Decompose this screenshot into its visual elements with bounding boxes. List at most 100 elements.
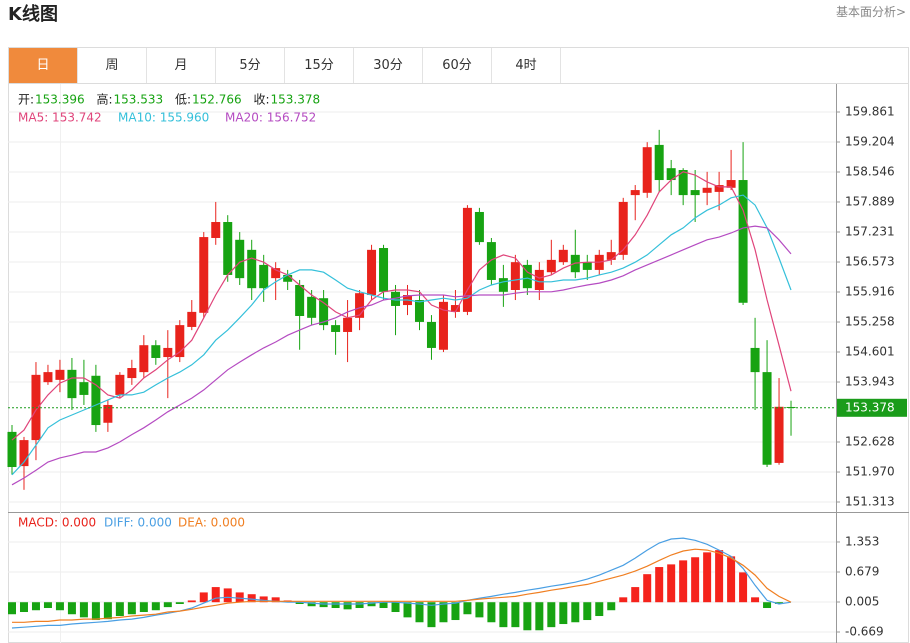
candle-body xyxy=(307,296,317,318)
candle-body xyxy=(55,369,65,380)
macd-bar xyxy=(307,602,316,607)
y-tick-label: 1.353 xyxy=(845,534,879,548)
candle-body xyxy=(7,431,17,468)
candle-body xyxy=(223,222,233,275)
macd-bar xyxy=(103,602,112,620)
candle-body xyxy=(211,222,221,238)
candle-body xyxy=(738,180,748,303)
ohlc-label: 开: xyxy=(18,93,34,107)
tab-bar: 日周月 5分 15分 30分 60分 4时 xyxy=(9,48,561,83)
macd-bar xyxy=(775,602,784,604)
candle-body xyxy=(774,406,784,463)
macd-bar xyxy=(715,550,724,603)
macd-bar xyxy=(271,597,280,603)
ma-line xyxy=(11,171,792,441)
y-tick-label: 157.231 xyxy=(845,225,895,239)
period-tab[interactable]: 周 xyxy=(78,48,147,83)
period-tab[interactable]: 日 xyxy=(9,48,78,83)
macd-bar xyxy=(583,602,592,621)
ohlc-value: 153.396 xyxy=(35,93,85,107)
candle-body xyxy=(103,404,113,423)
macd-bar xyxy=(667,564,676,603)
period-tab[interactable]: 4时 xyxy=(492,48,561,83)
candle-body xyxy=(414,300,424,322)
ohlc-label: 收: xyxy=(254,93,270,107)
period-tab[interactable]: 月 xyxy=(147,48,216,83)
macd-legend: MACD: 0.000 xyxy=(18,516,96,530)
macd-bar xyxy=(151,602,160,611)
ma-line xyxy=(11,225,792,486)
y-tick-label: 155.258 xyxy=(845,315,895,329)
y-tick-label: 154.601 xyxy=(845,344,895,358)
candle-body xyxy=(702,187,712,193)
macd-bar xyxy=(319,602,328,608)
candle-body xyxy=(79,382,89,395)
period-tab[interactable]: 30分 xyxy=(354,48,423,83)
candle-body xyxy=(259,264,269,289)
macd-bar xyxy=(91,602,100,621)
macd-bar xyxy=(463,602,472,615)
candle-body xyxy=(450,305,460,312)
macd-bar xyxy=(571,602,580,623)
candle-body xyxy=(666,168,676,181)
candle-body xyxy=(295,284,305,316)
macd-bar xyxy=(367,602,376,607)
macd-bar xyxy=(223,588,232,603)
macd-bar xyxy=(427,602,436,628)
period-tab[interactable]: 15分 xyxy=(285,48,354,83)
candle-body xyxy=(534,269,544,290)
macd-bar xyxy=(199,592,208,603)
macd-legend: DEA: 0.000 xyxy=(178,516,245,530)
fundamental-link[interactable]: 基本面分析> xyxy=(835,5,906,19)
candle-body xyxy=(606,252,616,260)
macd-bar xyxy=(163,602,172,608)
macd-bar xyxy=(355,602,364,609)
macd-bar xyxy=(451,602,460,621)
macd-bar xyxy=(703,552,712,603)
candle-body xyxy=(391,291,401,306)
ma-legend: MA5: 153.742 xyxy=(18,111,102,125)
candle-body xyxy=(19,440,29,467)
macd-line xyxy=(11,537,792,629)
candle-body xyxy=(786,406,796,408)
macd-bar xyxy=(259,596,268,603)
macd-bar xyxy=(727,556,736,603)
candle-body xyxy=(498,278,508,292)
macd-bar xyxy=(391,602,400,613)
candle-body xyxy=(43,372,53,383)
candle-body xyxy=(139,345,149,373)
macd-bar xyxy=(487,602,496,623)
period-tab[interactable]: 5分 xyxy=(216,48,285,83)
macd-legend: DIFF: 0.000 xyxy=(104,516,172,530)
period-tab[interactable]: 60分 xyxy=(423,48,492,83)
candle-body xyxy=(235,239,245,279)
ohlc-label: 高: xyxy=(97,92,113,107)
macd-bar xyxy=(547,602,556,628)
macd-bar xyxy=(595,602,604,617)
y-tick-label: 152.628 xyxy=(845,435,895,449)
candle-body xyxy=(510,262,520,290)
macd-bar xyxy=(139,602,148,613)
macd-bar xyxy=(403,602,412,618)
y-tick-label: 151.970 xyxy=(845,465,895,479)
ma-legend: MA10: 155.960 xyxy=(118,111,209,125)
macd-bar xyxy=(535,602,544,631)
candle-body xyxy=(187,311,197,327)
y-tick-label: 151.313 xyxy=(845,495,895,509)
ohlc-value: 152.766 xyxy=(192,93,242,107)
candle-body xyxy=(115,374,125,395)
macd-bar xyxy=(619,597,628,603)
last-price-label: 153.378 xyxy=(845,400,895,414)
macd-bar xyxy=(127,602,136,615)
macd-bar xyxy=(331,602,340,609)
macd-bar xyxy=(211,587,220,603)
macd-bar xyxy=(31,602,40,611)
candle-body xyxy=(426,321,436,348)
candle-body xyxy=(726,180,736,188)
ohlc-value: 153.378 xyxy=(271,93,321,107)
candle-body xyxy=(750,347,760,373)
candle-body xyxy=(151,345,161,358)
candle-body xyxy=(486,242,496,280)
page-title: K线图 xyxy=(8,4,58,25)
